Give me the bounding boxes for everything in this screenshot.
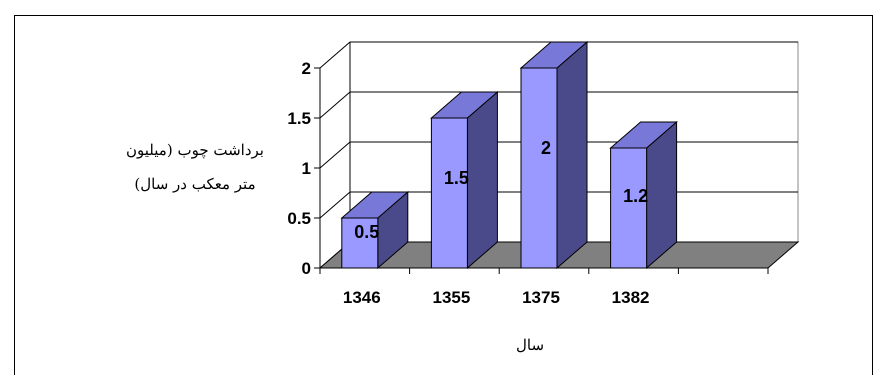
bar-1355 [430,90,499,270]
bars [340,40,678,270]
y-axis-label: برداشت چوب (میلیون متر معکب در سال) [120,133,270,201]
y-axis-label-line-1: برداشت چوب (میلیون [126,141,264,159]
x-axis-label: سال [515,336,545,354]
bar-front-1375 [520,67,558,269]
data-label-1382: 1.2 [623,186,648,206]
bar-front-1355 [430,117,468,269]
x-tick-label-1382: 1382 [612,288,650,307]
gridline-side-4 [319,41,351,69]
bar-side-1375 [556,40,588,270]
y-tick-label-4: 2 [302,59,311,78]
x-tick-label-1346: 1346 [343,288,381,307]
y-tick-label-2: 1 [302,159,311,178]
bar-chart: 0 0.5 1 1.5 2 0.5 1346 1.5 1355 2 1375 1.2 1382 [287,40,800,307]
tick-labels: 0 0.5 1 1.5 2 0.5 1346 1.5 1355 2 1375 1.2 1382 [287,59,649,307]
y-axis-label-line-2: متر معکب در سال) [134,175,256,193]
bar-1346 [340,190,410,270]
y-tick-label-3: 1.5 [287,109,311,128]
x-tick-label-1355: 1355 [432,288,470,307]
data-label-1375: 2 [541,138,551,158]
gridline-side-2 [319,141,351,169]
chart-frame [14,15,873,375]
y-tick-label-1: 0.5 [287,209,311,228]
data-label-1355: 1.5 [444,168,469,188]
data-label-1346: 0.5 [354,222,379,242]
bar-front-1382 [610,147,648,269]
gridline-side-1 [319,191,351,219]
x-tick-label-1375: 1375 [522,288,560,307]
gridline-side-3 [319,91,351,119]
y-tick-label-0: 0 [302,259,311,278]
bar-front-1346 [341,217,379,269]
bar-side-1355 [466,90,498,270]
bar-1375 [519,40,589,270]
bar-1382 [609,120,678,270]
